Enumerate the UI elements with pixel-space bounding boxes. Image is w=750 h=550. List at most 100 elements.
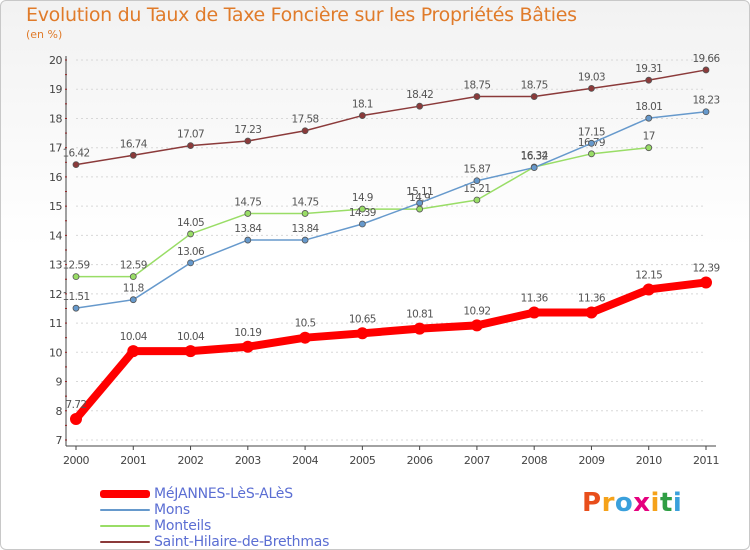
- data-label: 13.84: [234, 223, 262, 235]
- data-label: 12.15: [635, 269, 662, 281]
- proxiti-logo: Proxiti: [582, 488, 683, 518]
- data-label: 14.75: [292, 196, 319, 208]
- y-tick-label: 20: [49, 54, 62, 67]
- y-tick-label: 8: [56, 405, 63, 418]
- data-point: [187, 230, 194, 238]
- data-label: 10.04: [177, 331, 205, 343]
- data-label: 14.75: [234, 196, 261, 208]
- data-point: [72, 161, 80, 169]
- data-point: [301, 127, 309, 135]
- legend-label: Mons: [154, 502, 191, 518]
- legend-item: MéJANNES-LèS-ALèS: [100, 486, 329, 502]
- data-point: [241, 340, 254, 353]
- data-point: [301, 210, 309, 217]
- y-tick-label: 10: [49, 346, 62, 359]
- data-point: [588, 139, 595, 147]
- data-point: [702, 66, 710, 74]
- data-label: 17: [643, 131, 655, 143]
- data-point: [129, 151, 137, 159]
- y-tick-label: 18: [49, 112, 62, 125]
- data-point: [358, 112, 366, 119]
- data-point: [187, 259, 194, 267]
- x-tick-label: 2003: [235, 454, 261, 467]
- data-point: [244, 210, 252, 217]
- data-point: [416, 205, 424, 213]
- data-point: [413, 322, 426, 335]
- y-tick-label: 17: [49, 142, 62, 155]
- data-point: [358, 220, 366, 228]
- y-tick-label: 7: [56, 434, 63, 447]
- chart-subtitle: (en %): [26, 28, 63, 41]
- data-point: [358, 205, 366, 213]
- data-label: 18.01: [635, 101, 662, 113]
- x-tick-label: 2010: [636, 454, 662, 467]
- data-label: 18.75: [463, 80, 490, 92]
- data-label: 14.05: [177, 217, 204, 229]
- data-label: 14.9: [352, 192, 373, 204]
- data-point: [700, 276, 712, 289]
- legend-swatch: [100, 525, 150, 527]
- data-label: 18.1: [352, 99, 373, 111]
- data-label: 11.51: [62, 291, 89, 303]
- data-point: [416, 199, 424, 207]
- data-label: 17.15: [578, 126, 605, 138]
- data-label: 15.87: [463, 164, 490, 176]
- data-label: 10.5: [295, 318, 316, 330]
- series-line-3: [75, 69, 707, 166]
- data-point: [244, 236, 252, 244]
- data-point: [187, 142, 194, 150]
- data-point: [588, 84, 595, 92]
- data-label: 10.65: [349, 313, 376, 325]
- data-label: 11.8: [123, 283, 144, 295]
- data-label: 10.92: [463, 305, 490, 317]
- series-line-0: [72, 278, 710, 423]
- y-tick-label: 16: [49, 171, 62, 184]
- x-tick-label: 2000: [63, 454, 89, 467]
- y-tick-label: 13: [49, 259, 62, 272]
- data-label: 11.36: [521, 293, 549, 305]
- data-label: 16.32: [521, 151, 548, 163]
- x-tick-label: 2001: [120, 454, 146, 467]
- data-point: [299, 331, 312, 344]
- data-point: [645, 114, 653, 122]
- x-tick-label: 2011: [693, 454, 719, 467]
- data-label: 18.75: [521, 80, 548, 92]
- data-label: 7.72: [66, 399, 87, 411]
- data-point: [645, 76, 653, 84]
- data-point: [127, 345, 140, 358]
- data-point: [585, 306, 598, 319]
- data-point: [528, 306, 541, 319]
- data-point: [72, 273, 80, 281]
- legend-item: Saint-Hilaire-de-Brethmas: [100, 534, 329, 550]
- data-label: 19.31: [635, 63, 662, 75]
- data-label: 19.03: [578, 71, 605, 83]
- data-point: [530, 164, 538, 171]
- series-line-1: [75, 110, 707, 309]
- x-tick-label: 2009: [578, 454, 604, 467]
- y-tick-label: 19: [49, 83, 62, 96]
- data-point: [356, 327, 369, 340]
- data-label: 17.58: [292, 114, 319, 126]
- data-label: 11.36: [578, 293, 606, 305]
- data-label: 12.39: [692, 262, 719, 274]
- legend-swatch: [100, 541, 150, 543]
- data-label: 18.23: [692, 95, 719, 107]
- data-label: 18.42: [406, 89, 433, 101]
- data-point: [470, 319, 483, 332]
- data-point: [473, 93, 481, 100]
- x-tick-label: 2005: [349, 454, 375, 467]
- data-label: 10.04: [120, 331, 148, 343]
- data-point: [588, 150, 595, 158]
- x-tick-label: 2008: [521, 454, 547, 467]
- data-point: [129, 296, 137, 304]
- data-point: [416, 102, 424, 110]
- legend-item: Mons: [100, 502, 329, 518]
- data-point: [244, 137, 252, 145]
- data-label: 16.74: [120, 138, 148, 150]
- legend-item: Monteils: [100, 518, 329, 534]
- data-point: [473, 196, 481, 204]
- legend: MéJANNES-LèS-ALèS Mons Monteils Saint-Hilai…: [100, 486, 329, 550]
- x-tick-label: 2004: [292, 454, 318, 467]
- legend-label: MéJANNES-LèS-ALèS: [154, 486, 293, 502]
